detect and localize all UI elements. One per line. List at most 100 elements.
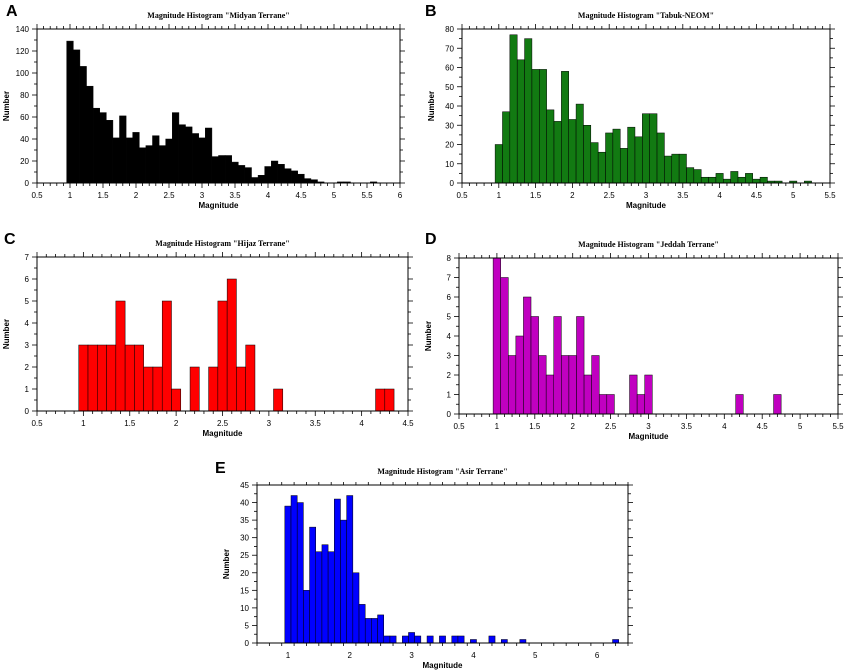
- histogram-bar: [723, 178, 731, 184]
- histogram-bar: [327, 551, 335, 644]
- histogram-bar: [115, 300, 126, 412]
- histogram-bar: [172, 112, 180, 184]
- histogram-bar: [152, 366, 163, 412]
- y-tick-label: 50: [445, 83, 454, 92]
- histogram-bar: [92, 107, 100, 184]
- x-tick-label: 4.5: [757, 422, 769, 431]
- histogram-bar: [773, 394, 782, 415]
- histogram-bar: [78, 344, 89, 412]
- histogram-bar: [759, 176, 768, 184]
- histogram-bar: [664, 155, 673, 184]
- histogram-bar: [134, 344, 144, 412]
- histogram-bar: [389, 635, 397, 644]
- panel-d: D Magnitude Histogram "Jeddah Terrane" 0.5…: [424, 231, 844, 441]
- x-tick-label: 4: [359, 419, 364, 428]
- histogram-bar: [161, 300, 172, 412]
- x-tick-label: 0.5: [31, 419, 43, 428]
- histogram-bar: [189, 366, 200, 412]
- histogram-bar: [730, 171, 739, 184]
- histogram-bar: [238, 165, 246, 184]
- x-tick-label: 1: [497, 191, 502, 200]
- chart-title: Magnitude Histogram "Hijaz Terrane": [155, 239, 289, 248]
- histogram-bar: [112, 137, 120, 184]
- y-tick-label: 2: [25, 363, 30, 372]
- histogram-bar: [612, 639, 619, 644]
- histogram-bar: [304, 178, 312, 184]
- histogram-bar: [693, 169, 702, 184]
- histogram-bar: [516, 59, 525, 184]
- histogram-bar: [524, 38, 533, 184]
- chart-title: Magnitude Histogram "Asir Terrane": [377, 467, 507, 476]
- histogram-bar: [561, 71, 569, 184]
- histogram-bar: [383, 635, 391, 644]
- histogram-bar: [553, 316, 562, 415]
- histogram-bar: [546, 109, 555, 184]
- x-tick-label: 5.5: [832, 422, 844, 431]
- x-tick-label: 2: [174, 419, 179, 428]
- x-tick-label: 4.5: [295, 191, 307, 200]
- histogram-bar: [125, 137, 133, 184]
- y-tick-label: 20: [445, 141, 454, 150]
- histogram-bar: [531, 69, 540, 184]
- histogram-bar: [309, 526, 316, 644]
- histogram-bar: [340, 519, 347, 644]
- x-tick-label: 3: [267, 419, 272, 428]
- x-tick-label: 1: [495, 422, 500, 431]
- histogram-bar: [561, 355, 570, 415]
- x-tick-label: 5: [332, 191, 337, 200]
- histogram-bar: [737, 176, 746, 184]
- histogram-bar: [205, 127, 213, 184]
- x-axis-label: Magnitude: [199, 201, 240, 210]
- panel-letter: C: [4, 231, 16, 248]
- histogram-bar: [284, 168, 292, 184]
- histogram-bar: [583, 374, 592, 415]
- y-tick-label: 20: [20, 157, 29, 166]
- axis-ticks: [32, 252, 413, 416]
- x-tick-label: 4.5: [751, 191, 763, 200]
- y-tick-label: 4: [447, 332, 452, 341]
- histogram-bar: [145, 145, 153, 184]
- bar-group: [492, 257, 782, 415]
- histogram-bar: [284, 505, 292, 644]
- y-tick-label: 8: [447, 254, 452, 263]
- histogram-bar: [492, 257, 501, 415]
- x-tick-label: 3.5: [677, 191, 689, 200]
- histogram-bar: [321, 544, 329, 644]
- histogram-bar: [384, 388, 395, 412]
- bar-group: [78, 278, 395, 412]
- panel-a: A Magnitude Histogram "Midyan Terrane" 0.5…: [2, 3, 405, 210]
- histogram-bar: [500, 277, 509, 415]
- histogram-bar: [66, 40, 74, 184]
- histogram-bar: [251, 177, 259, 184]
- histogram-bar: [519, 639, 527, 644]
- y-tick-label: 7: [447, 274, 452, 283]
- x-tick-label: 0.5: [453, 422, 465, 431]
- chart-title: Magnitude Histogram "Tabuk-NEOM": [578, 11, 714, 20]
- y-tick-label: 10: [240, 604, 249, 613]
- histogram-bar: [735, 394, 744, 415]
- histogram-bar: [426, 635, 434, 644]
- x-tick-label: 2: [134, 191, 139, 200]
- histogram-bar: [158, 145, 166, 184]
- y-tick-label: 6: [25, 275, 30, 284]
- x-tick-label: 1.5: [530, 191, 542, 200]
- histogram-bar: [79, 66, 87, 184]
- x-tick-label: 5: [798, 422, 803, 431]
- x-tick-label: 2: [348, 651, 353, 660]
- histogram-bar: [106, 120, 114, 184]
- y-axis-label: Number: [222, 549, 231, 579]
- y-tick-label: 35: [240, 516, 249, 525]
- panel-letter: D: [425, 231, 437, 248]
- y-tick-label: 25: [240, 551, 249, 560]
- axis-ticks: [457, 24, 835, 188]
- histogram-bar: [745, 173, 753, 184]
- histogram-bar: [656, 132, 665, 184]
- y-tick-label: 0: [25, 179, 30, 188]
- histogram-bar: [523, 296, 532, 415]
- histogram-bar: [414, 635, 422, 644]
- histogram-bar: [508, 355, 517, 415]
- histogram-bar: [226, 278, 237, 412]
- x-axis-label: Magnitude: [629, 432, 670, 441]
- y-tick-label: 3: [25, 341, 30, 350]
